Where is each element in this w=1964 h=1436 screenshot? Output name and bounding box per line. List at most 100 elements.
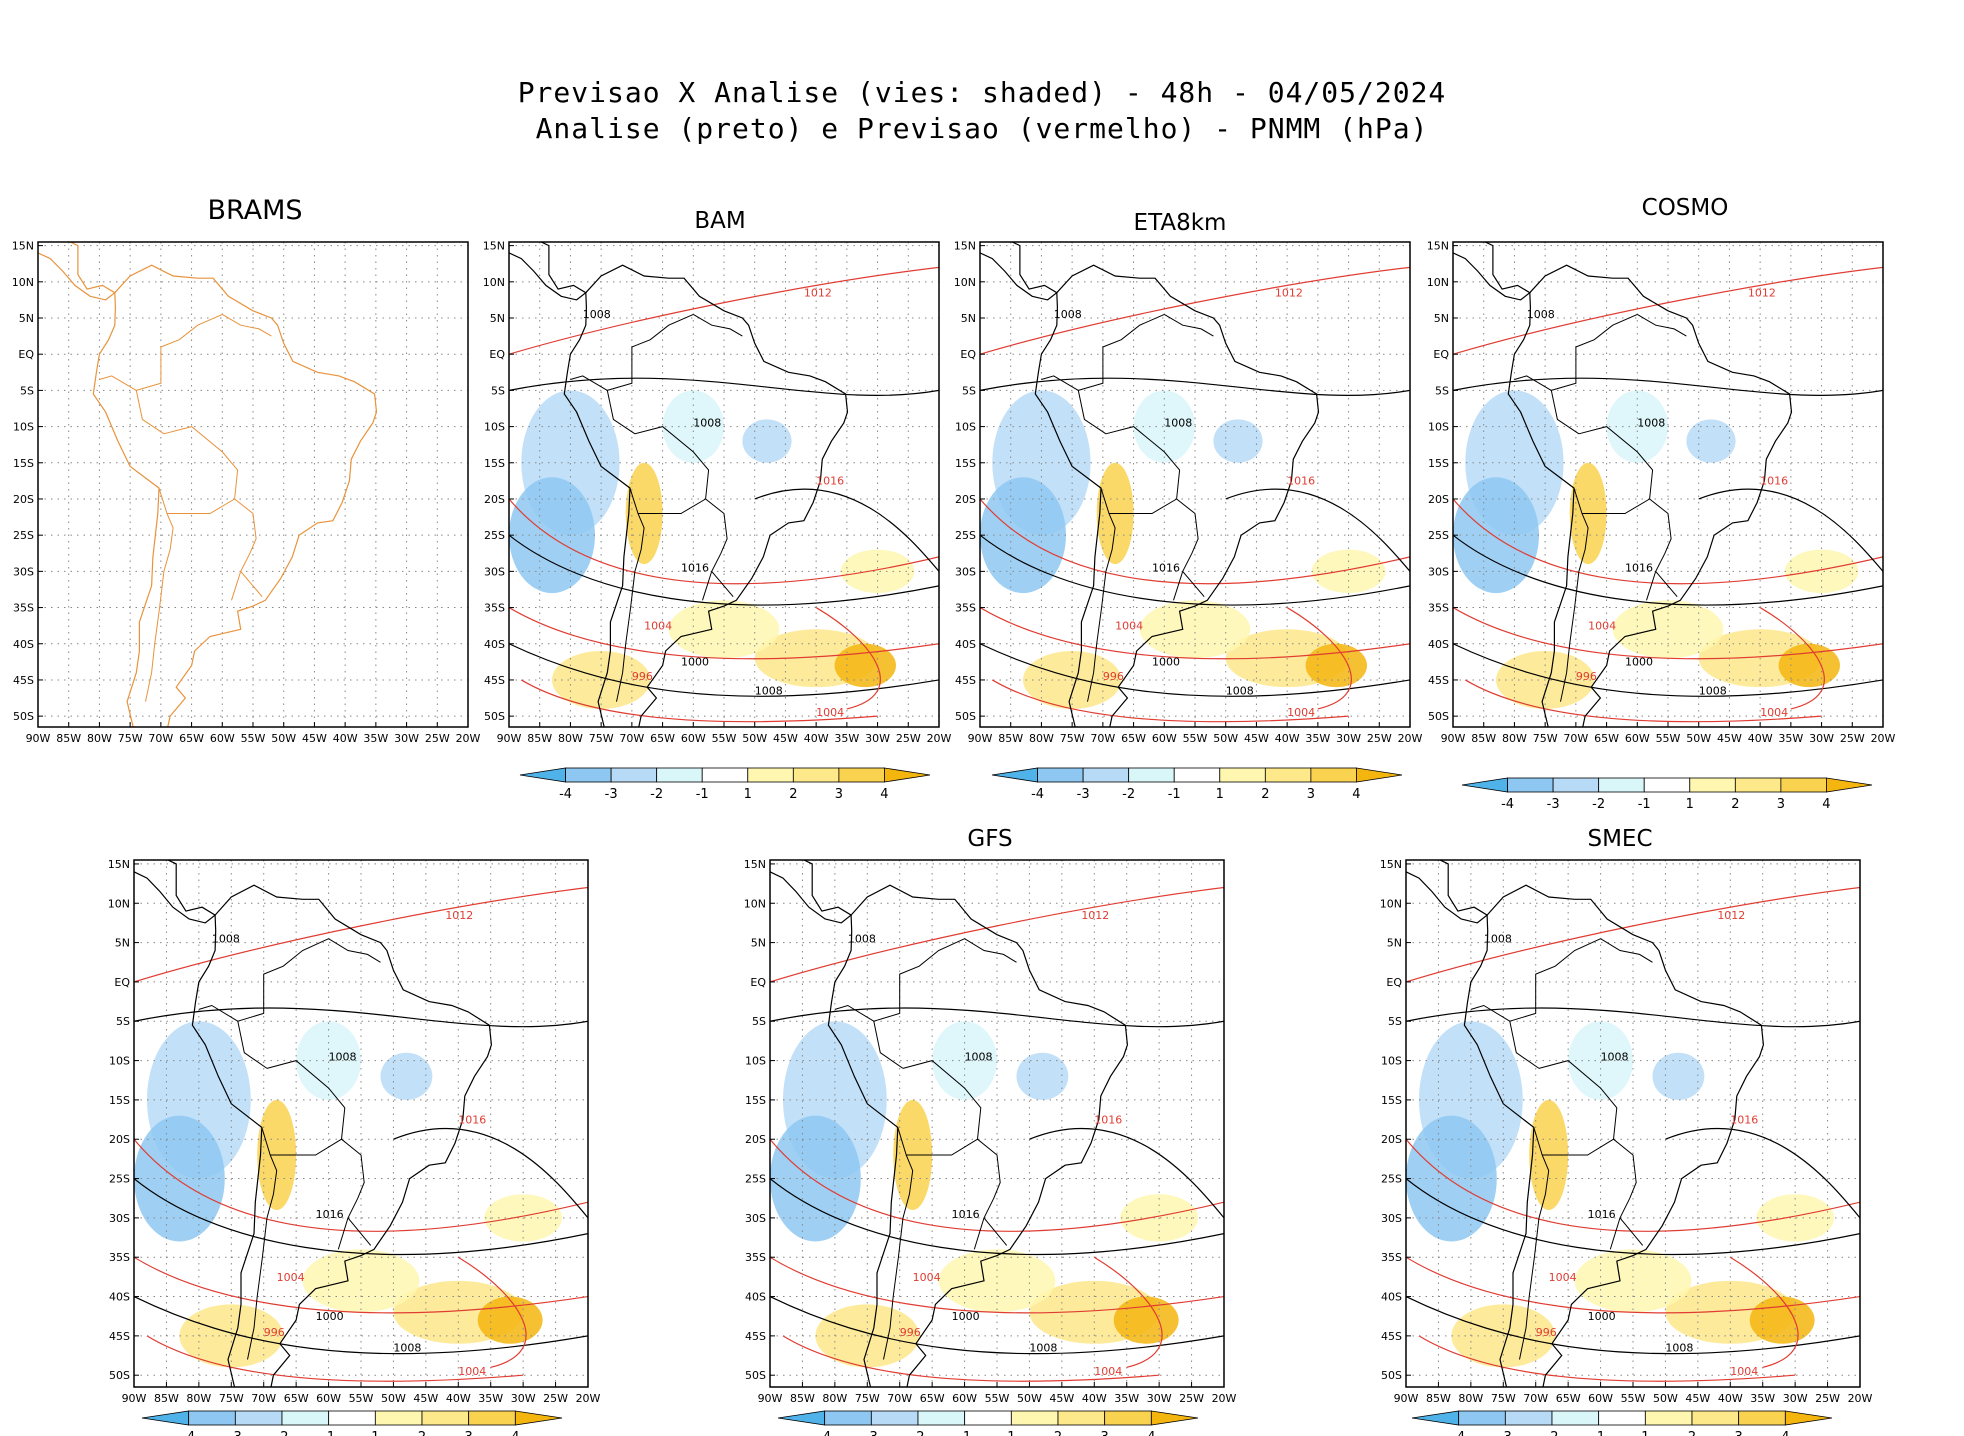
colorbar-label: 3 bbox=[1735, 1430, 1743, 1436]
lon-label: 25W bbox=[1815, 1392, 1840, 1405]
contour-label: 1016 bbox=[316, 1208, 344, 1221]
isobar bbox=[1665, 1127, 1860, 1219]
colorbar-label: 2 bbox=[1688, 1430, 1696, 1436]
bias-shading bbox=[1406, 1115, 1497, 1242]
isobar bbox=[770, 1138, 1224, 1232]
lon-label: 70W bbox=[887, 1392, 912, 1405]
bias-shading bbox=[1574, 1249, 1692, 1313]
bias-shading bbox=[1133, 390, 1196, 463]
contour-label: 1008 bbox=[1699, 684, 1727, 697]
lat-label: 25S bbox=[745, 1173, 766, 1186]
lat-label: 50S bbox=[109, 1369, 130, 1382]
contour-label: 1004 bbox=[1588, 619, 1616, 632]
lon-label: 30W bbox=[865, 732, 890, 745]
country-border bbox=[1609, 1217, 1621, 1250]
colorbar-label: -2 bbox=[1592, 797, 1605, 812]
colorbar-label: 2 bbox=[1731, 797, 1739, 812]
country-border bbox=[163, 426, 239, 514]
country-border bbox=[1087, 487, 1116, 702]
contour-label: 996 bbox=[1103, 670, 1124, 683]
lon-label: 80W bbox=[186, 1392, 211, 1405]
contour-label: 1004 bbox=[1287, 706, 1315, 719]
bias-shading bbox=[509, 477, 595, 594]
isobar bbox=[980, 266, 1410, 355]
lat-label: 5N bbox=[490, 312, 505, 325]
lon-label: 50W bbox=[1686, 732, 1711, 745]
contour-label: 1008 bbox=[212, 933, 240, 946]
lat-label: 35S bbox=[13, 602, 34, 615]
colorbar-swatch bbox=[1458, 1410, 1506, 1426]
figure-title-line1: Previsao X Analise (vies: shaded) - 48h … bbox=[517, 76, 1447, 109]
country-border bbox=[973, 1217, 985, 1250]
isobar bbox=[146, 1335, 524, 1382]
contour-label: 1008 bbox=[1665, 1342, 1693, 1355]
isobar bbox=[520, 679, 878, 723]
lon-label: 55W bbox=[712, 732, 737, 745]
lon-label: 35W bbox=[834, 732, 859, 745]
lat-label: 10N bbox=[108, 897, 130, 910]
lat-label: 50S bbox=[13, 710, 34, 723]
isobar bbox=[1453, 607, 1883, 660]
lat-label: 5S bbox=[491, 384, 505, 397]
country-border bbox=[616, 487, 645, 702]
bias-shading bbox=[1139, 600, 1251, 659]
lat-label: 20S bbox=[109, 1133, 130, 1146]
colorbar-label: 3 bbox=[1101, 1430, 1109, 1436]
colorbar-swatch bbox=[884, 767, 931, 783]
isobar bbox=[1406, 886, 1860, 983]
lon-label: 75W bbox=[589, 732, 614, 745]
colorbar-label: -2 bbox=[1546, 1430, 1559, 1436]
isobar bbox=[770, 1296, 1224, 1355]
contour-label: 1012 bbox=[1081, 909, 1109, 922]
colorbar-label: 1 bbox=[1641, 1430, 1649, 1436]
lon-label: 65W bbox=[179, 732, 204, 745]
country-border bbox=[1176, 498, 1205, 598]
lat-label: 15N bbox=[483, 240, 505, 253]
country-border bbox=[1173, 571, 1184, 601]
lon-label: 40W bbox=[1082, 1392, 1107, 1405]
lat-label: 10N bbox=[954, 276, 976, 289]
contour-label: 1008 bbox=[583, 308, 611, 321]
contour-label: 1012 bbox=[1748, 286, 1776, 299]
isobar bbox=[134, 1178, 588, 1256]
contour-label: 996 bbox=[632, 670, 653, 683]
lon-label: 20W bbox=[1848, 1392, 1873, 1405]
country-border bbox=[1105, 426, 1181, 514]
isobar bbox=[393, 1127, 588, 1219]
lon-label: 55W bbox=[241, 732, 266, 745]
lat-label: 50S bbox=[745, 1369, 766, 1382]
lat-label: 10N bbox=[744, 897, 766, 910]
colorbar-label: -2 bbox=[276, 1430, 289, 1436]
lon-label: 60W bbox=[1588, 1392, 1613, 1405]
lon-label: 85W bbox=[154, 1392, 179, 1405]
lat-label: 5S bbox=[1435, 384, 1449, 397]
colorbar-swatch bbox=[1150, 1410, 1199, 1426]
lon-label: 40W bbox=[446, 1392, 471, 1405]
lat-label: 40S bbox=[1428, 638, 1449, 651]
lat-label: 30S bbox=[1428, 565, 1449, 578]
isobar bbox=[815, 607, 881, 710]
contour-label: 1000 bbox=[952, 1310, 980, 1323]
lon-label: 30W bbox=[1336, 732, 1361, 745]
isobar bbox=[134, 1296, 588, 1355]
colorbar-label: -2 bbox=[1122, 787, 1135, 802]
isobar bbox=[1406, 1138, 1860, 1232]
country-border bbox=[634, 426, 710, 514]
contour-label: 1016 bbox=[1152, 561, 1180, 574]
isobar bbox=[134, 1256, 588, 1314]
lat-label: 35S bbox=[955, 602, 976, 615]
lon-label: 65W bbox=[920, 1392, 945, 1405]
contour-label: 1004 bbox=[1094, 1365, 1122, 1378]
lat-label: 50S bbox=[1381, 1369, 1402, 1382]
lon-label: 55W bbox=[349, 1392, 374, 1405]
lat-label: EQ bbox=[1433, 348, 1449, 361]
lat-label: 10S bbox=[109, 1055, 130, 1068]
lat-label: EQ bbox=[750, 976, 766, 989]
isobar bbox=[1406, 1296, 1860, 1355]
isobar bbox=[1464, 679, 1822, 723]
colorbar-label: -3 bbox=[1077, 787, 1090, 802]
lon-label: 45W bbox=[773, 732, 798, 745]
